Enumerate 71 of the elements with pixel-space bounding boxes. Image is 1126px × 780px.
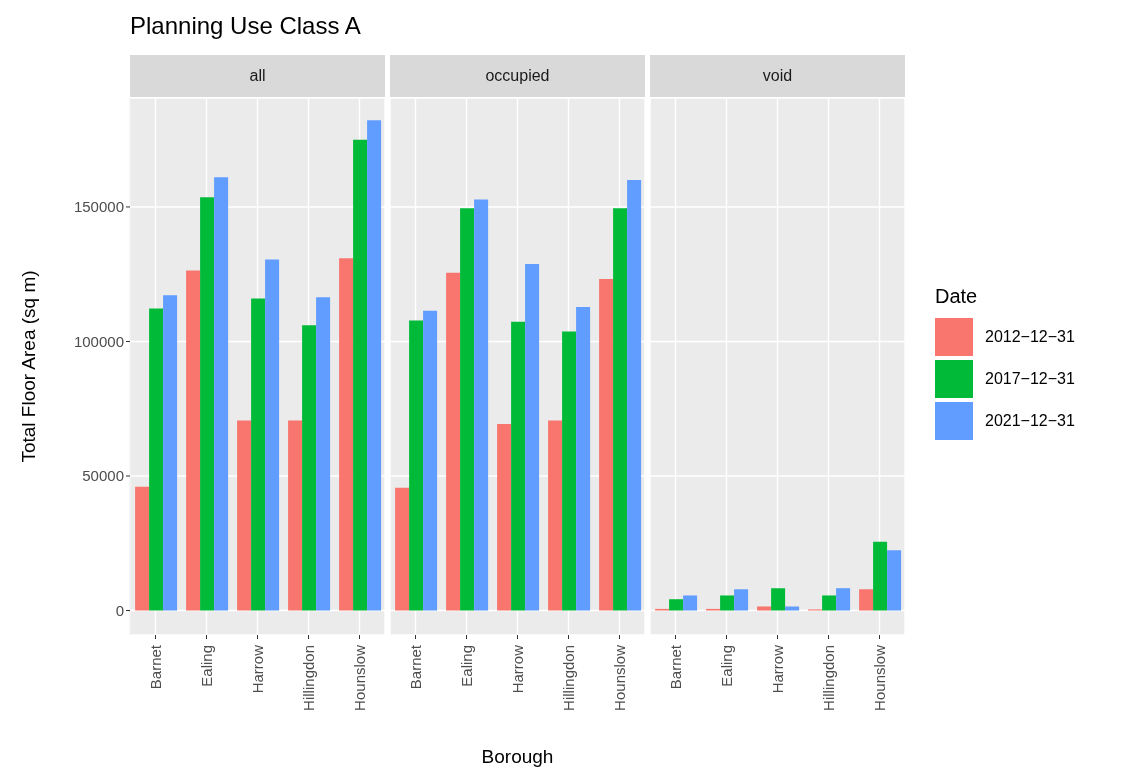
bar: [757, 606, 772, 611]
bar: [302, 325, 317, 611]
bar: [135, 486, 150, 611]
bar: [395, 487, 410, 611]
bar: [734, 589, 749, 611]
bar: [822, 595, 837, 611]
y-tick-label: 0: [115, 601, 124, 619]
y-tick-label: 150000: [73, 198, 124, 216]
bar: [423, 310, 438, 611]
bar: [409, 320, 424, 611]
bar: [288, 420, 303, 611]
bar: [525, 264, 540, 611]
x-tick-label: Hounslow: [611, 644, 628, 711]
bar: [460, 208, 475, 611]
legend-label: 2017−12−31: [985, 370, 1075, 388]
bar: [785, 606, 800, 611]
y-tick-label: 50000: [82, 467, 124, 485]
bar: [683, 595, 698, 611]
chart-title: Planning Use Class A: [130, 12, 361, 40]
bar: [627, 180, 642, 611]
x-tick-label: Hillingdon: [300, 645, 317, 711]
x-tick-label: Ealing: [458, 645, 475, 687]
bar: [186, 270, 201, 611]
x-tick-label: Barnet: [147, 644, 164, 690]
x-tick-label: Hillingdon: [820, 645, 837, 711]
bar: [599, 279, 614, 611]
bar: [576, 307, 591, 611]
bar: [200, 197, 215, 611]
x-tick-label: Harrow: [249, 644, 266, 694]
x-tick-label: Harrow: [769, 644, 786, 694]
bar: [251, 298, 266, 611]
bar: [669, 599, 684, 611]
bar: [474, 199, 489, 611]
chart-subtitle: occupied: [390, 55, 645, 97]
bar: [511, 321, 526, 611]
chart-subtitle: all: [130, 55, 385, 97]
legend-label: 2021−12−31: [985, 412, 1075, 430]
bar: [367, 120, 382, 611]
bar: [265, 259, 280, 611]
bar: [836, 588, 851, 611]
bar: [446, 272, 461, 611]
bar: [859, 589, 874, 611]
bar: [214, 177, 229, 611]
bar: [149, 308, 164, 611]
x-tick-label: Barnet: [667, 644, 684, 690]
bar: [548, 420, 563, 611]
x-tick-label: Hillingdon: [560, 645, 577, 711]
bar: [237, 420, 252, 611]
legend-label: 2012−12−31: [985, 328, 1075, 346]
x-axis-title: Borough: [480, 746, 555, 768]
bar: [497, 424, 512, 611]
x-tick-label: Harrow: [509, 644, 526, 694]
y-axis-title: Total Floor Area (sq m): [17, 270, 39, 463]
x-tick-label: Ealing: [718, 645, 735, 687]
bar: [887, 550, 902, 611]
bar: [353, 139, 368, 611]
bar: [316, 297, 331, 611]
x-tick-label: Ealing: [198, 645, 215, 687]
bar: [562, 331, 577, 611]
legend-title: Date: [935, 285, 979, 308]
bar: [163, 295, 178, 611]
y-tick-label: 100000: [73, 332, 124, 350]
bar: [873, 541, 888, 611]
bar: [720, 595, 735, 611]
x-tick-label: Hounslow: [871, 644, 888, 711]
chart-subtitle: void: [650, 55, 905, 97]
x-tick-label: Hounslow: [351, 644, 368, 711]
bar: [339, 258, 354, 611]
bar: [613, 208, 628, 611]
x-tick-label: Barnet: [407, 644, 424, 690]
bar: [771, 588, 786, 611]
